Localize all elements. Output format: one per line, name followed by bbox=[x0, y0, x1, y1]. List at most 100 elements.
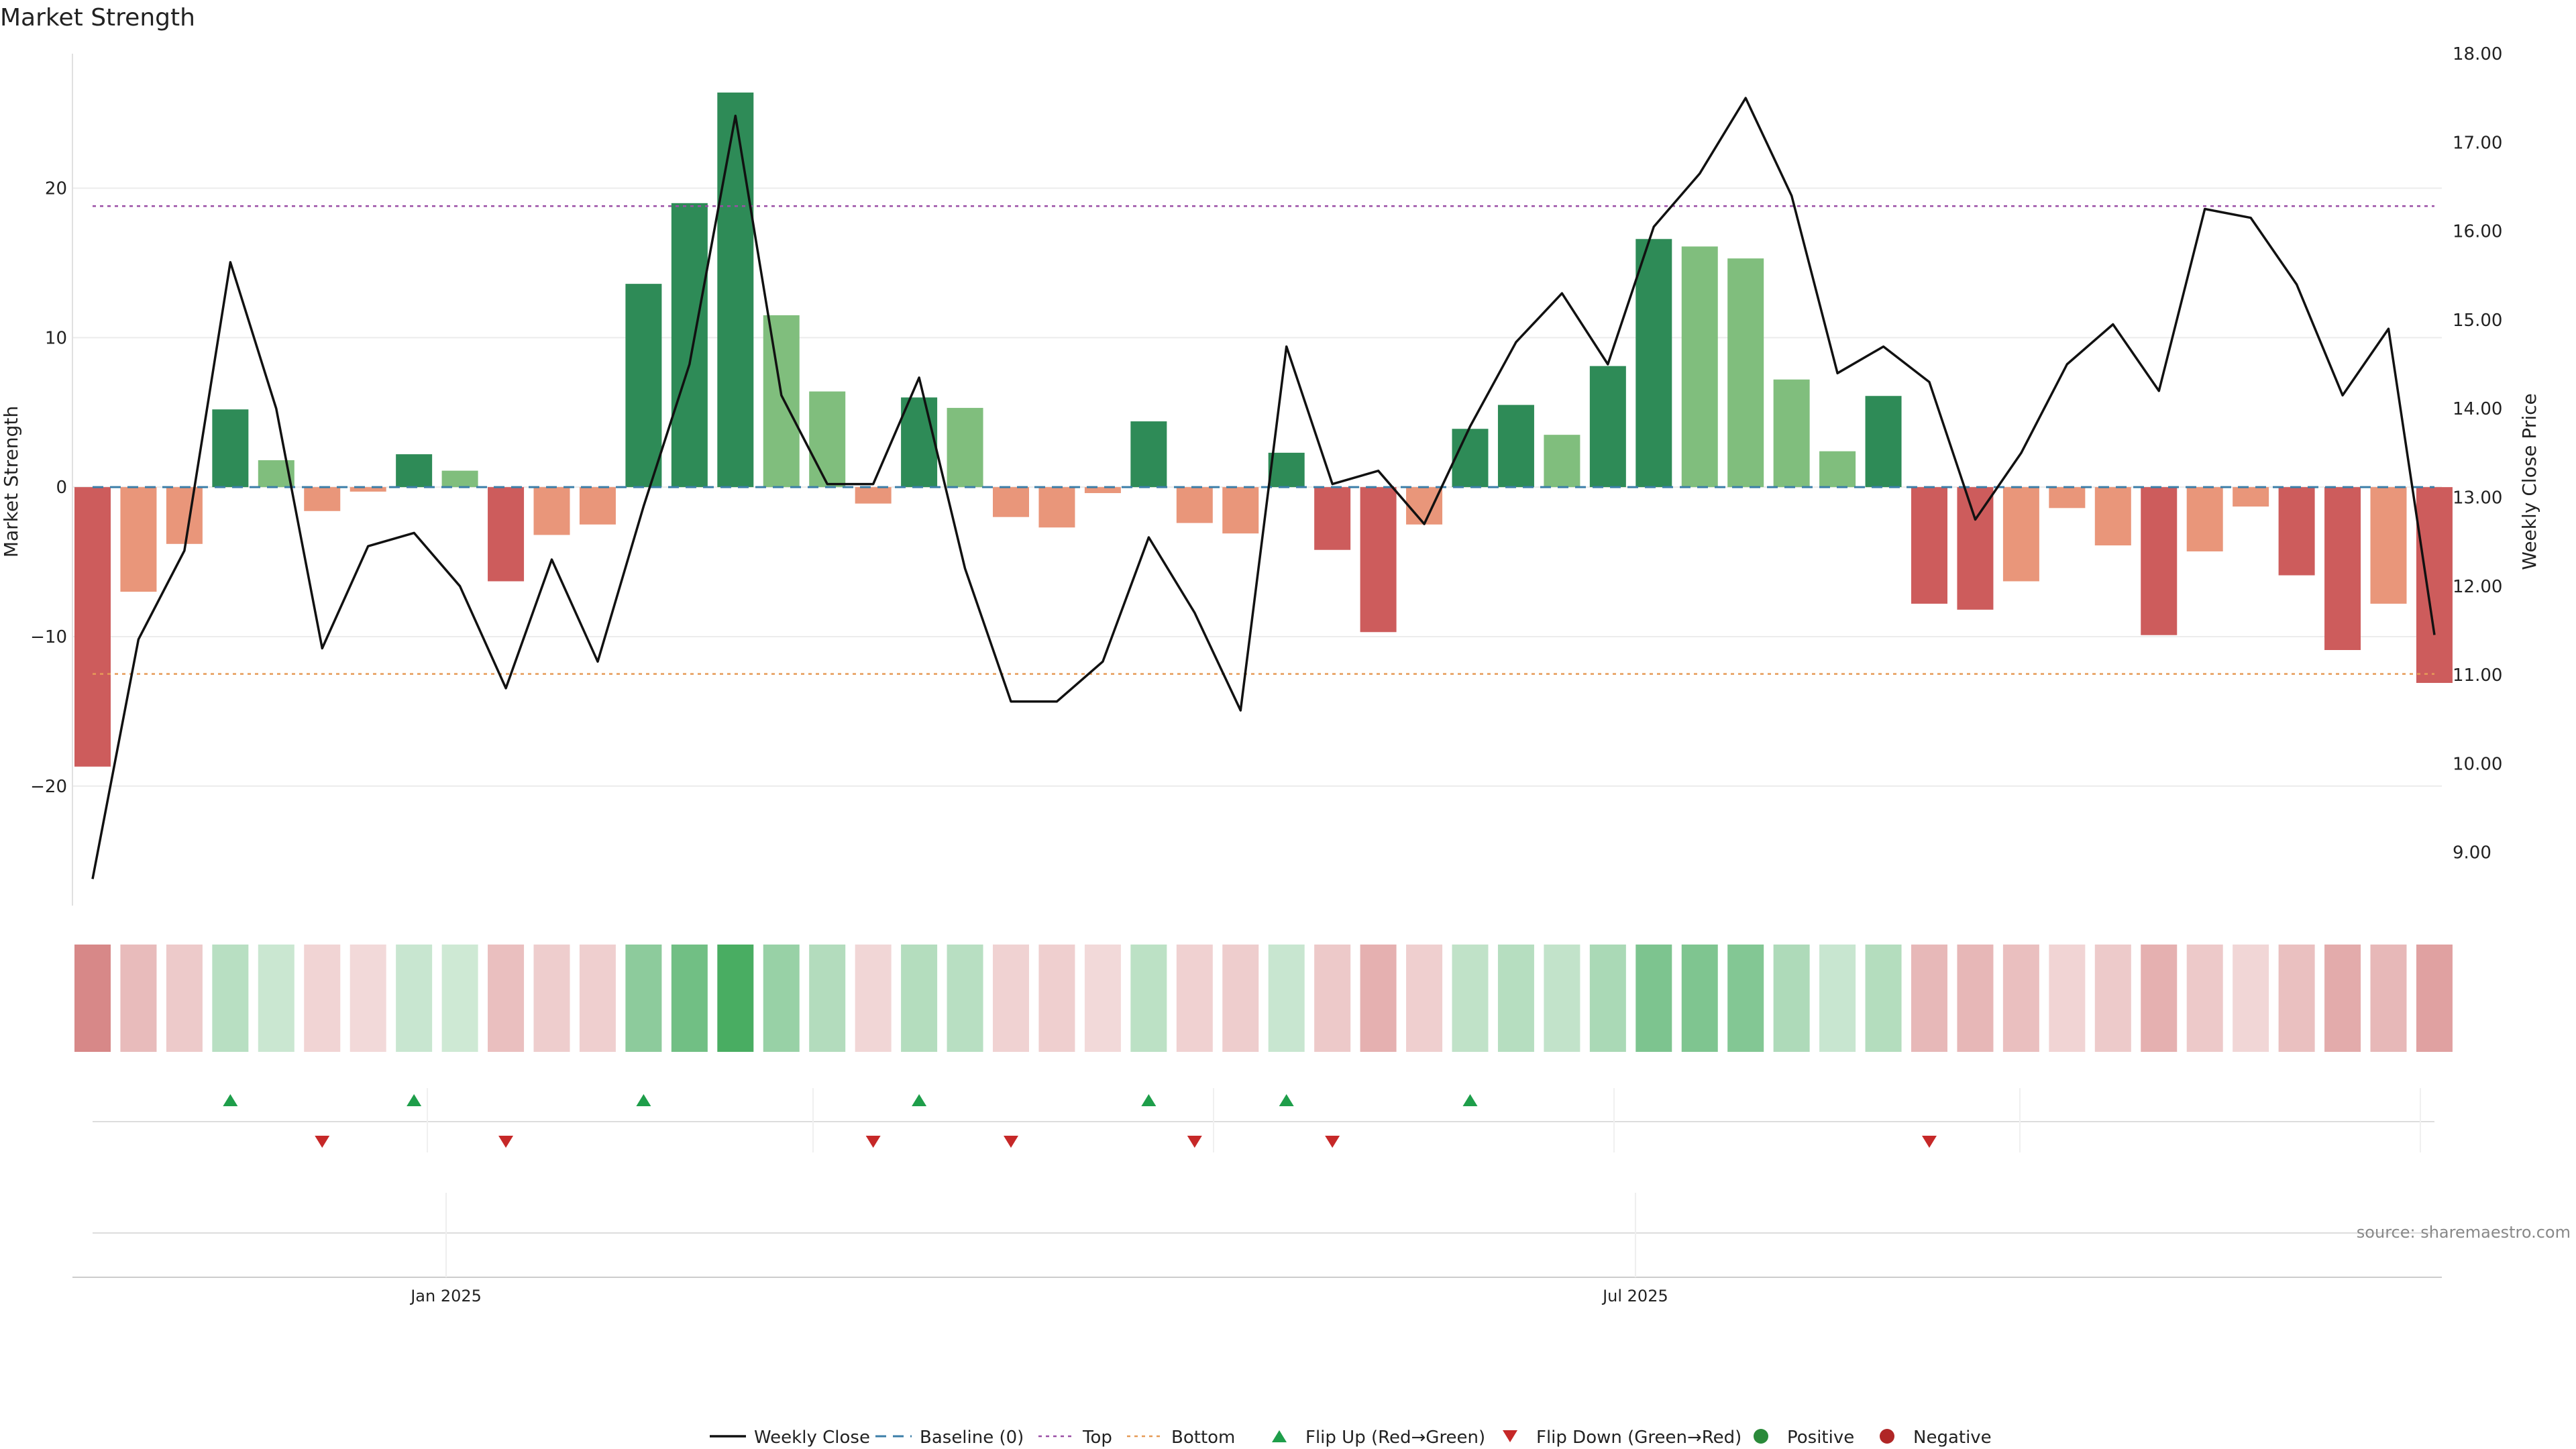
heat-cell-44 bbox=[2094, 945, 2131, 1052]
heat-cell-51 bbox=[2416, 945, 2453, 1052]
strength-bar-8 bbox=[441, 470, 478, 488]
strength-bar-15 bbox=[763, 315, 800, 488]
left-tick-label-2: 0 bbox=[56, 478, 67, 498]
y-axis-label-right: Weekly Close Price bbox=[2518, 393, 2540, 570]
strength-bar-49 bbox=[2324, 487, 2361, 650]
flip-up-marker-6 bbox=[1462, 1094, 1478, 1106]
right-tick-label-7: 16.00 bbox=[2453, 222, 2502, 242]
heat-cell-15 bbox=[763, 945, 800, 1052]
heat-cell-36 bbox=[1727, 945, 1764, 1052]
strength-bar-16 bbox=[809, 391, 846, 488]
left-tick-label-3: 10 bbox=[45, 328, 67, 348]
heat-cell-42 bbox=[2002, 945, 2039, 1052]
strength-bar-10 bbox=[533, 487, 570, 535]
strength-bar-33 bbox=[1589, 366, 1626, 488]
heat-cell-43 bbox=[2049, 945, 2086, 1052]
flip-up-marker-2 bbox=[636, 1094, 651, 1106]
heat-cell-38 bbox=[1819, 945, 1856, 1052]
flip-up-marker-0 bbox=[223, 1094, 238, 1106]
strength-bar-9 bbox=[488, 487, 525, 582]
strength-bar-40 bbox=[1911, 487, 1947, 604]
flip-up-marker-3 bbox=[912, 1094, 927, 1106]
heat-cell-9 bbox=[488, 945, 525, 1052]
flip-up-marker-5 bbox=[1279, 1094, 1294, 1106]
legend-label-0: Weekly Close bbox=[754, 1428, 870, 1448]
flip-down-marker-5 bbox=[1325, 1136, 1340, 1148]
heat-cell-26 bbox=[1268, 945, 1305, 1052]
flip-up-marker-1 bbox=[407, 1094, 422, 1106]
heat-cell-28 bbox=[1360, 945, 1397, 1052]
strength-bar-3 bbox=[212, 409, 249, 488]
strength-bar-37 bbox=[1773, 379, 1810, 488]
heat-cell-32 bbox=[1544, 945, 1580, 1052]
heat-cell-11 bbox=[579, 945, 616, 1052]
strength-bar-30 bbox=[1452, 429, 1489, 488]
right-tick-label-6: 15.00 bbox=[2453, 311, 2502, 331]
strength-bar-23 bbox=[1130, 421, 1167, 488]
right-tick-label-0: 9.00 bbox=[2453, 843, 2491, 863]
legend-label-7: Negative bbox=[1913, 1428, 1992, 1448]
heat-cell-35 bbox=[1681, 945, 1718, 1052]
heat-cell-5 bbox=[304, 945, 341, 1052]
strength-bar-27 bbox=[1314, 487, 1351, 550]
heat-cell-18 bbox=[901, 945, 938, 1052]
heat-cell-22 bbox=[1084, 945, 1121, 1052]
flip-down-marker-6 bbox=[1922, 1136, 1937, 1148]
legend-symbol-6 bbox=[1754, 1429, 1768, 1444]
legend-label-5: Flip Down (Green→Red) bbox=[1536, 1428, 1741, 1448]
strength-bar-36 bbox=[1727, 258, 1764, 488]
strength-heat-strip bbox=[74, 945, 2453, 1052]
heat-cell-29 bbox=[1406, 945, 1443, 1052]
flip-down-marker-1 bbox=[498, 1136, 514, 1148]
heat-cell-3 bbox=[212, 945, 249, 1052]
strength-bar-45 bbox=[2141, 487, 2178, 635]
legend: Weekly Close Baseline (0) Top Bottom Flip Up… bbox=[710, 1428, 1992, 1448]
strength-bar-44 bbox=[2094, 487, 2131, 546]
heat-cell-31 bbox=[1497, 945, 1534, 1052]
heat-cell-37 bbox=[1773, 945, 1810, 1052]
strength-bar-11 bbox=[579, 487, 616, 525]
strength-bar-2 bbox=[166, 487, 203, 544]
legend-symbol-4 bbox=[1272, 1430, 1287, 1442]
heat-cell-20 bbox=[993, 945, 1029, 1052]
right-tick-label-2: 11.00 bbox=[2453, 665, 2502, 686]
strength-bar-42 bbox=[2002, 487, 2039, 582]
strength-bar-22 bbox=[1084, 487, 1121, 494]
strength-bar-6 bbox=[350, 487, 386, 492]
strength-bars bbox=[74, 92, 2453, 767]
strength-bar-14 bbox=[717, 92, 754, 488]
strength-bar-48 bbox=[2278, 487, 2315, 576]
flip-down-marker-2 bbox=[865, 1136, 881, 1148]
source-label: source: sharemaestro.com bbox=[2357, 1223, 2571, 1242]
legend-label-4: Flip Up (Red→Green) bbox=[1305, 1428, 1485, 1448]
flip-down-marker-4 bbox=[1187, 1136, 1202, 1148]
strength-bar-35 bbox=[1681, 246, 1718, 488]
heat-cell-17 bbox=[855, 945, 892, 1052]
reference-lines bbox=[93, 205, 2434, 675]
left-tick-label-0: −20 bbox=[30, 777, 67, 797]
strength-bar-1 bbox=[120, 487, 157, 592]
right-tick-label-3: 12.00 bbox=[2453, 577, 2502, 597]
heat-cell-45 bbox=[2141, 945, 2178, 1052]
flip-down-marker-3 bbox=[1004, 1136, 1018, 1148]
strength-bar-50 bbox=[2370, 487, 2407, 604]
left-tick-label-1: −10 bbox=[30, 627, 67, 647]
heat-cell-41 bbox=[1957, 945, 1994, 1052]
heat-cell-25 bbox=[1222, 945, 1259, 1052]
heat-cell-48 bbox=[2278, 945, 2315, 1052]
heat-cell-21 bbox=[1038, 945, 1075, 1052]
strength-bar-32 bbox=[1544, 435, 1580, 488]
strength-bar-31 bbox=[1497, 405, 1534, 488]
heat-cell-33 bbox=[1589, 945, 1626, 1052]
weekly-close-line bbox=[91, 97, 2436, 879]
heat-cell-6 bbox=[350, 945, 386, 1052]
x-tick-label-1: Jul 2025 bbox=[1601, 1287, 1668, 1305]
right-tick-label-9: 18.00 bbox=[2453, 44, 2502, 64]
strength-bar-29 bbox=[1406, 487, 1443, 525]
strength-bar-17 bbox=[855, 487, 892, 504]
heat-cell-16 bbox=[809, 945, 846, 1052]
strength-bar-46 bbox=[2186, 487, 2223, 551]
strength-bar-38 bbox=[1819, 451, 1856, 488]
strength-bar-41 bbox=[1957, 487, 1994, 610]
